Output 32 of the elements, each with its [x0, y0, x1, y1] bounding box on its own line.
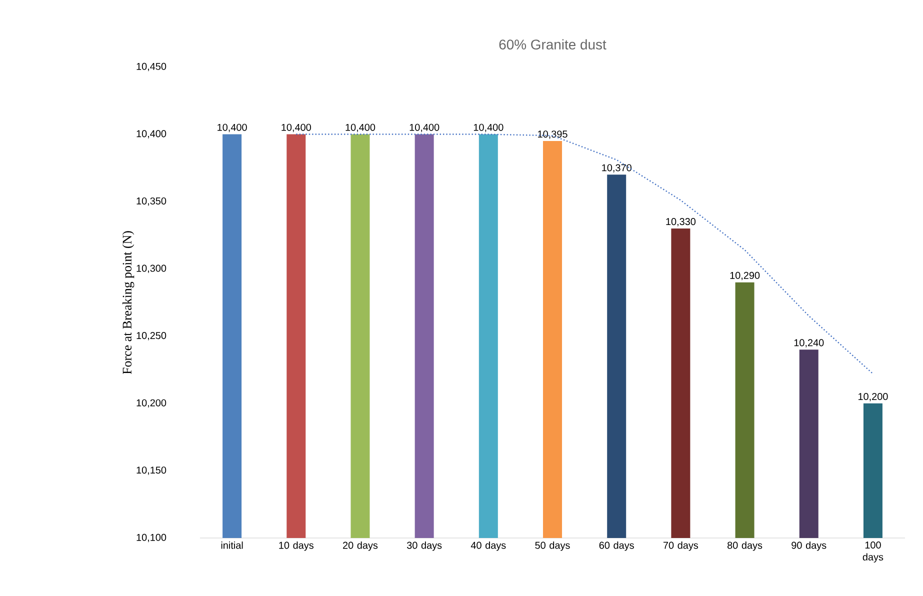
y-tick-label: 10,350	[136, 197, 166, 206]
y-tick-label: 10,300	[136, 264, 166, 273]
x-tick-label: 10 days	[279, 542, 314, 551]
data-label: 10,200	[858, 393, 888, 402]
x-tick-label: 50 days	[535, 542, 570, 551]
x-tick-label: 80 days	[727, 542, 762, 551]
y-tick-label: 10,150	[136, 466, 166, 475]
y-tick-label: 10,100	[136, 534, 166, 542]
y-axis-title: Force at Breaking point (N)	[122, 231, 134, 374]
data-label: 10,370	[602, 164, 632, 172]
y-tick-label: 10,450	[136, 62, 166, 72]
x-tick-label: 60 days	[599, 542, 634, 551]
data-label: 10,400	[410, 124, 440, 132]
data-label: 10,400	[218, 124, 247, 132]
data-label: 10,400	[346, 124, 376, 132]
data-label: 10,400	[474, 124, 504, 132]
x-tick-label: 40 days	[470, 542, 506, 551]
y-tick-label: 10,200	[136, 399, 166, 408]
y-tick-label: 10,400	[136, 130, 166, 138]
data-label: 10,400	[282, 124, 311, 132]
x-tick-label: 30 days	[406, 542, 442, 551]
x-tick-label: 20 days	[343, 542, 378, 551]
x-tick-label: 90 days	[792, 542, 826, 551]
data-label: 10,330	[666, 218, 696, 226]
data-label: 10,395	[538, 130, 568, 139]
x-tick-label: initial	[221, 542, 243, 549]
chart-title: 60% Granite dust	[499, 39, 606, 50]
data-label: 10,290	[730, 272, 760, 280]
data-label: 10,240	[794, 339, 824, 348]
x-tick-label: 100 days	[862, 542, 884, 562]
x-tick-label: 70 days	[663, 542, 698, 551]
y-tick-label: 10,250	[136, 332, 166, 340]
